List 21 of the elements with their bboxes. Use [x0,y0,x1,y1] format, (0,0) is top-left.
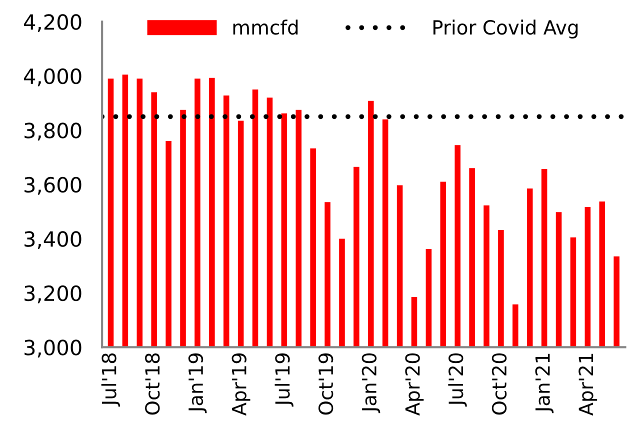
x-tick-label: Apr'21 [578,354,598,416]
y-tick-label: 3,000 [24,340,82,358]
legend-label: mmcfd [233,20,298,35]
y-tick-label: 3,800 [24,122,82,141]
x-tick-label: Jul'18 [101,353,120,407]
x-tick-label: Apr'20 [405,353,424,416]
x-tick-label: Jan'21 [535,354,554,414]
y-tick-label: 4,000 [24,68,82,86]
x-tick-label: Apr'19 [232,353,250,416]
x-tick-label: Oct'18 [145,353,160,415]
y-tick-label: 3,400 [24,231,82,250]
x-tick-label: Oct'20 [492,353,507,415]
x-tick-label: Jul'19 [274,353,294,407]
x-tick-label: Jan'19 [188,353,207,414]
y-tick-label: 3,200 [24,285,82,304]
x-tick-label: Jul'20 [448,353,467,407]
x-tick-label: Oct'19 [318,353,334,415]
legend-label: Prior Covid Avg [433,20,578,38]
y-tick-label: 4,200 [24,14,82,32]
y-tick-label: 3,600 [24,176,82,195]
x-tick-label: Jan'20 [362,353,380,414]
